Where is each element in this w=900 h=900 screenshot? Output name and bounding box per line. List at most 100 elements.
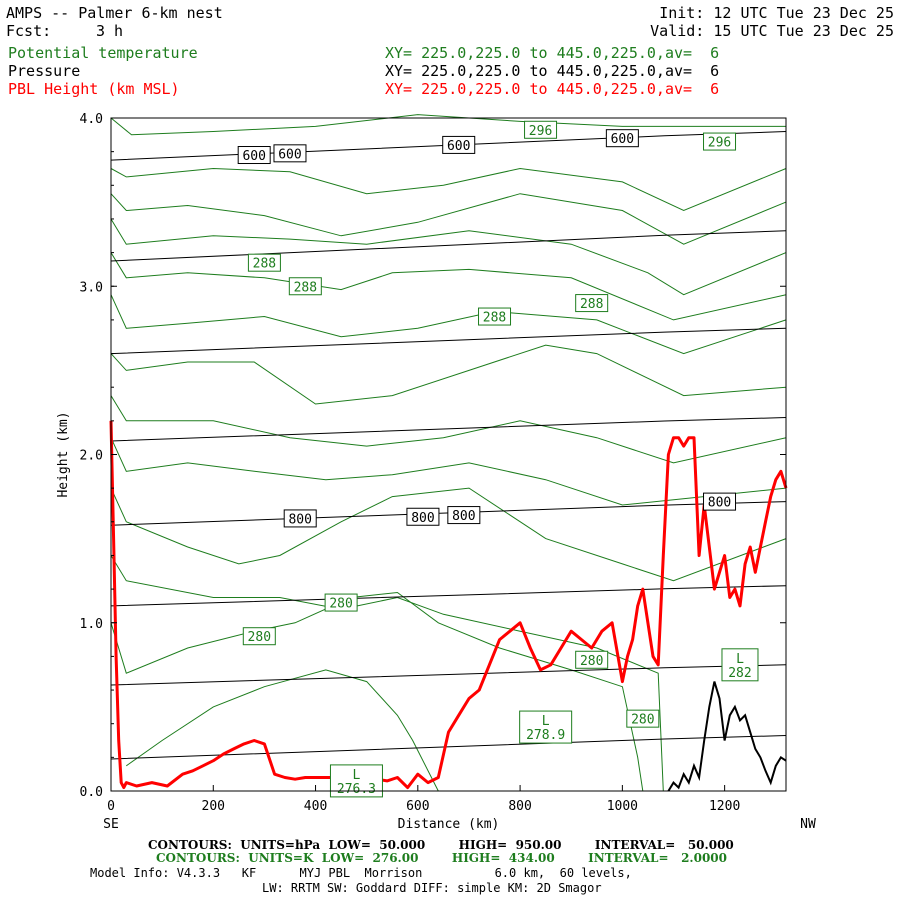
theta-label-7-box <box>242 627 276 646</box>
pressure-label-6-text: 800 <box>452 509 475 524</box>
y-tick-label-3: 3.0 <box>80 280 103 295</box>
field-theta-xy: XY= 225.0,225.0 to 445.0,225.0,av= 6 <box>385 44 720 62</box>
pressure-label-0-box <box>237 146 271 165</box>
theta-contour-6 <box>110 344 787 405</box>
theta-contour-2 <box>110 193 787 245</box>
theta-label-4-box <box>478 307 512 326</box>
field-theta-name: Potential temperature <box>8 44 198 62</box>
theta-label-9-text: 280 <box>631 713 654 728</box>
theta-label-4: 288 <box>478 307 512 326</box>
field-pressure-name: Pressure <box>8 62 81 80</box>
pressure-label-6: 800 <box>447 506 481 525</box>
footer-pressure-contours: CONTOURS: UNITS=hPa LOW= 50.000 HIGH= 95… <box>148 838 734 852</box>
x-axis-label: Distance (km) <box>398 817 500 832</box>
theta-contour-5 <box>110 294 787 355</box>
pressure-label-7-text: 800 <box>708 496 731 511</box>
theta-low-marker-2-box <box>721 648 759 682</box>
theta-contour-4 <box>110 252 787 321</box>
theta-label-9: 280 <box>626 709 660 728</box>
x-left-end-label: SE <box>103 817 119 832</box>
pressure-contour-7 <box>110 735 787 760</box>
theta-low-marker-1-value: 276.3 <box>337 782 376 797</box>
theta-label-0: 296 <box>524 120 558 139</box>
pressure-contour-2 <box>110 327 787 355</box>
theta-contour-3 <box>110 218 787 296</box>
pressure-contour-5 <box>110 585 787 607</box>
theta-contour-1 <box>110 167 787 212</box>
pressure-label-5-text: 800 <box>411 511 434 526</box>
theta-label-0-text: 296 <box>529 124 552 139</box>
theta-low-marker-1-letter: L <box>353 768 361 783</box>
footer-model-info: Model Info: V4.3.3 KF MYJ PBL Morrison 6… <box>90 866 632 880</box>
x-tick-label-0: 0 <box>107 799 115 814</box>
theta-low-marker-0-value: 278.9 <box>526 728 565 743</box>
x-tick-label-3: 600 <box>406 799 429 814</box>
pressure-label-3-box <box>605 129 639 148</box>
theta-contour-12 <box>126 669 439 792</box>
pressure-label-7: 800 <box>703 492 737 511</box>
theta-label-4-text: 288 <box>483 311 506 326</box>
x-tick-label-2: 400 <box>304 799 327 814</box>
pressure-label-6-box <box>447 506 481 525</box>
theta-label-9-box <box>626 709 660 728</box>
theta-label-2-box <box>247 253 281 272</box>
theta-label-8-text: 280 <box>580 654 603 669</box>
pressure-label-0-text: 600 <box>242 149 265 164</box>
x-right-end-label: NW <box>800 817 816 832</box>
theta-label-1-box <box>703 132 737 151</box>
pressure-label-5-box <box>406 507 440 526</box>
theta-label-1-text: 296 <box>708 136 731 151</box>
y-tick-label-4: 4.0 <box>80 112 103 127</box>
pressure-label-3-text: 600 <box>611 132 634 147</box>
pressure-label-2-box <box>442 135 476 154</box>
theta-label-5-box <box>575 294 609 313</box>
theta-label-0-box <box>524 120 558 139</box>
theta-label-1: 296 <box>703 132 737 151</box>
x-tick-label-4: 800 <box>508 799 531 814</box>
pressure-contour-6 <box>110 664 787 686</box>
forecast-value: 3 h <box>96 22 124 40</box>
theta-label-3-text: 288 <box>294 280 317 295</box>
theta-label-5: 288 <box>575 294 609 313</box>
theta-label-6: 280 <box>324 593 358 612</box>
y-tick-label-2: 2.0 <box>80 449 103 464</box>
pressure-label-4: 800 <box>283 509 317 528</box>
pressure-label-4-text: 800 <box>288 512 311 527</box>
y-tick-label-1: 1.0 <box>80 617 103 632</box>
theta-label-8: 280 <box>575 650 609 669</box>
pbl-height-line <box>109 420 788 790</box>
theta-contour-8 <box>110 437 787 506</box>
theta-low-marker-0-letter: L <box>542 714 550 729</box>
terrain-line <box>667 681 787 792</box>
y-axis-label: Height (km) <box>56 411 71 497</box>
theta-label-2-text: 288 <box>253 257 276 272</box>
pressure-label-3: 600 <box>605 129 639 148</box>
pressure-label-1-text: 600 <box>278 147 301 162</box>
pressure-label-2: 600 <box>442 135 476 154</box>
field-pbl-name: PBL Height (km MSL) <box>8 80 180 98</box>
theta-contour-9 <box>110 487 787 582</box>
field-pbl-xy: XY= 225.0,225.0 to 445.0,225.0,av= 6 <box>385 80 720 98</box>
y-tick-label-0: 0.0 <box>80 785 103 800</box>
theta-label-7-text: 280 <box>248 630 271 645</box>
pressure-label-5: 800 <box>406 507 440 526</box>
theta-label-5-text: 288 <box>580 297 603 312</box>
pressure-label-1-box <box>273 144 307 163</box>
pressure-label-4-box <box>283 509 317 528</box>
x-tick-label-5: 1000 <box>607 799 638 814</box>
pressure-label-0: 600 <box>237 146 271 165</box>
x-tick-label-6: 1200 <box>709 799 740 814</box>
pressure-label-7-box <box>703 492 737 511</box>
theta-label-8-box <box>575 650 609 669</box>
theta-label-6-box <box>324 593 358 612</box>
theta-label-7: 280 <box>242 627 276 646</box>
theta-contour-0 <box>110 114 786 136</box>
x-tick-label-1: 200 <box>202 799 225 814</box>
forecast-label: Fcst: <box>6 22 52 40</box>
theta-low-marker-1-box <box>329 764 383 798</box>
theta-contour-7 <box>110 395 787 464</box>
theta-low-marker-2-value: 282 <box>728 666 751 681</box>
